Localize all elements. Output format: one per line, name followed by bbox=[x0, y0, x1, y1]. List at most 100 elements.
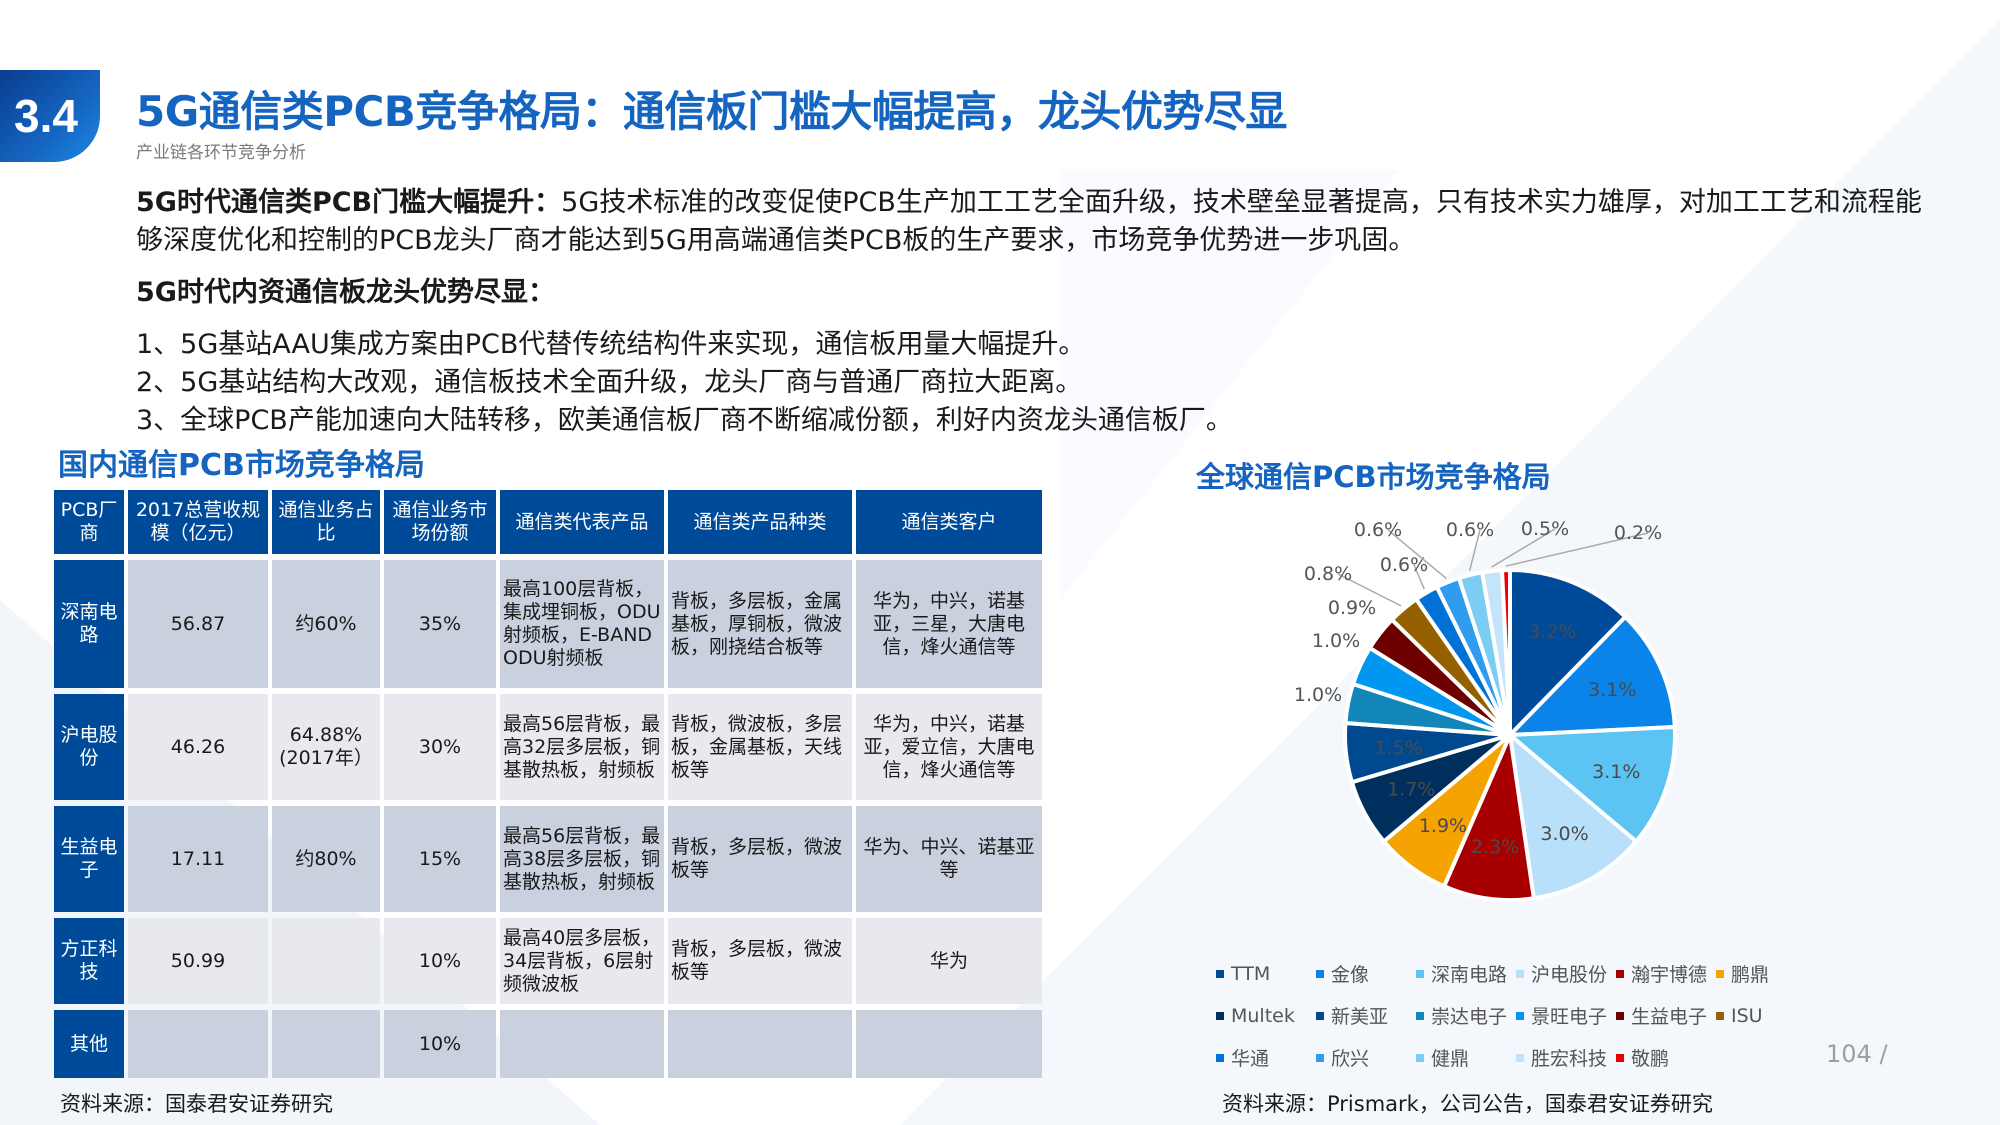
revenue-cell bbox=[128, 1010, 268, 1078]
products-cell: 最高56层背板，最高32层多层板，铜基散热板，射频板 bbox=[500, 694, 664, 800]
revenue-cell: 46.26 bbox=[128, 694, 268, 800]
products-cell: 最高56层背板，最高38层多层板，铜基散热板，射频板 bbox=[500, 806, 664, 912]
legend-item: 瀚宇博德 bbox=[1616, 962, 1716, 986]
legend-swatch-icon bbox=[1316, 969, 1324, 978]
telecom-ratio-cell: 约60% bbox=[272, 560, 380, 688]
pcb-competition-table: PCB厂商 2017总营收规模（亿元） 通信业务占比 通信业务市场份额 通信类代… bbox=[50, 484, 1046, 1084]
customers-cell: 华为、中兴、诺基亚等 bbox=[856, 806, 1042, 912]
legend-label: 华通 bbox=[1231, 1048, 1270, 1070]
legend-item: 欣兴 bbox=[1316, 1046, 1416, 1070]
revenue-cell: 56.87 bbox=[128, 560, 268, 688]
legend-label: 深南电路 bbox=[1431, 964, 1508, 986]
manufacturer-cell: 沪电股份 bbox=[54, 694, 124, 800]
legend-item: 生益电子 bbox=[1616, 1004, 1716, 1028]
page-title: 5G通信类PCB竞争格局：通信板门槛大幅提高，龙头优势尽显 bbox=[136, 87, 1287, 136]
pie-data-label: 1.9% bbox=[1419, 815, 1467, 837]
paragraph-text: 5G技术标准的改变促使PCB生产加工工艺全面升级，技术壁垒显著提高，只有技术实力… bbox=[136, 187, 1922, 256]
telecom-ratio-cell bbox=[272, 918, 380, 1004]
table-header-row: PCB厂商 2017总营收规模（亿元） 通信业务占比 通信业务市场份额 通信类代… bbox=[54, 490, 1042, 554]
chart-source-note: 资料来源：Prismark，公司公告，国泰君安证券研究 bbox=[1222, 1092, 1713, 1116]
legend-item: 华通 bbox=[1216, 1046, 1316, 1070]
page-subtitle: 产业链各环节竞争分析 bbox=[136, 143, 306, 163]
pie-data-label: 0.2% bbox=[1614, 522, 1662, 544]
section-heading: 5G时代内资通信板龙头优势尽显： bbox=[136, 277, 555, 308]
pie-data-label: 0.9% bbox=[1328, 597, 1376, 619]
pie-data-label: 3.2% bbox=[1528, 621, 1576, 643]
legend-swatch-icon bbox=[1316, 1053, 1324, 1062]
body-text: 5G时代通信类PCB门槛大幅提升：5G技术标准的改变促使PCB生产加工工艺全面升… bbox=[136, 184, 1936, 440]
list-item: 1、5G基站AAU集成方案由PCB代替传统结构件来实现，通信板用量大幅提升。 bbox=[136, 329, 1086, 360]
product-types-cell: 背板，微波板，多层板，金属基板，天线板等 bbox=[668, 694, 852, 800]
legend-label: 胜宏科技 bbox=[1531, 1048, 1608, 1070]
legend-item: TTM bbox=[1216, 962, 1316, 985]
chart-title: 全球通信PCB市场竞争格局 bbox=[1196, 460, 1551, 494]
legend-swatch-icon bbox=[1216, 1053, 1224, 1062]
column-header: 通信类产品种类 bbox=[668, 490, 852, 554]
pie-data-label: 0.6% bbox=[1354, 519, 1402, 541]
pie-data-label: 1.0% bbox=[1312, 630, 1360, 652]
legend-label: 鹏鼎 bbox=[1731, 964, 1770, 986]
manufacturer-cell: 其他 bbox=[54, 1010, 124, 1078]
chart-legend: TTM 金像 深南电路 沪电股份 瀚宇博德 鹏鼎 Multek 新美亚 崇达电子 景旺电子 生益电子… bbox=[1216, 962, 1806, 1070]
column-header: 通信业务占比 bbox=[272, 490, 380, 554]
legend-item: 深南电路 bbox=[1416, 962, 1516, 986]
column-header: 2017总营收规模（亿元） bbox=[128, 490, 268, 554]
legend-label: 景旺电子 bbox=[1531, 1006, 1608, 1028]
legend-label: ISU bbox=[1731, 1004, 1763, 1027]
legend-swatch-icon bbox=[1316, 1011, 1324, 1020]
legend-item: ISU bbox=[1716, 1004, 1806, 1027]
customers-cell: 华为，中兴，诺基亚，三星，大唐电信，烽火通信等 bbox=[856, 560, 1042, 688]
paragraph-heading: 5G时代通信类PCB门槛大幅提升： bbox=[136, 187, 562, 218]
legend-item: 崇达电子 bbox=[1416, 1004, 1516, 1028]
customers-cell: 华为，中兴，诺基亚，爱立信，大唐电信，烽火通信等 bbox=[856, 694, 1042, 800]
pie-data-label: 3.1% bbox=[1588, 679, 1636, 701]
legend-item: 胜宏科技 bbox=[1516, 1046, 1616, 1070]
legend-label: 生益电子 bbox=[1631, 1006, 1708, 1028]
pie-data-label: 3.0% bbox=[1540, 823, 1588, 845]
column-header: 通信类代表产品 bbox=[500, 490, 664, 554]
legend-swatch-icon bbox=[1416, 1011, 1424, 1020]
legend-swatch-icon bbox=[1516, 969, 1524, 978]
telecom-ratio-cell: 约80% bbox=[272, 806, 380, 912]
leader-line bbox=[1505, 532, 1649, 567]
legend-item: 鹏鼎 bbox=[1716, 962, 1806, 986]
column-header: 通信业务市场份额 bbox=[384, 490, 496, 554]
pie-data-label: 1.5% bbox=[1374, 737, 1422, 759]
legend-swatch-icon bbox=[1416, 969, 1424, 978]
list-item: 3、全球PCB产能加速向大陆转移，欧美通信板厂商不断缩减份额，利好内资龙头通信板… bbox=[136, 405, 1233, 436]
table-source-note: 资料来源：国泰君安证券研究 bbox=[60, 1092, 333, 1116]
pie-data-label: 3.1% bbox=[1592, 761, 1640, 783]
customers-cell: 华为 bbox=[856, 918, 1042, 1004]
legend-label: 欣兴 bbox=[1331, 1048, 1370, 1070]
legend-item: Multek bbox=[1216, 1004, 1316, 1027]
legend-item: 健鼎 bbox=[1416, 1046, 1516, 1070]
table-row: 深南电路 56.87 约60% 35% 最高100层背板，集成埋铜板，ODU射频… bbox=[54, 560, 1042, 688]
pie-data-label: 0.8% bbox=[1304, 563, 1352, 585]
legend-label: 金像 bbox=[1331, 964, 1370, 986]
legend-swatch-icon bbox=[1616, 969, 1624, 978]
paragraph-threshold: 5G时代通信类PCB门槛大幅提升：5G技术标准的改变促使PCB生产加工工艺全面升… bbox=[136, 184, 1936, 260]
leader-line bbox=[1387, 529, 1447, 580]
legend-item: 金像 bbox=[1316, 962, 1416, 986]
market-share-cell: 35% bbox=[384, 560, 496, 688]
pie-slice-2 bbox=[1504, 724, 1677, 845]
legend-label: 沪电股份 bbox=[1531, 964, 1608, 986]
manufacturer-cell: 深南电路 bbox=[54, 560, 124, 688]
pie-slice-16 bbox=[1499, 567, 1512, 736]
pie-slice-1 bbox=[1505, 614, 1677, 738]
market-share-cell: 10% bbox=[384, 1010, 496, 1078]
market-share-cell: 15% bbox=[384, 806, 496, 912]
leader-line bbox=[1413, 564, 1426, 590]
leader-line bbox=[1337, 573, 1402, 607]
legend-label: Multek bbox=[1231, 1004, 1295, 1027]
pie-slice-0 bbox=[1508, 567, 1629, 740]
telecom-ratio-cell bbox=[272, 1010, 380, 1078]
legend-label: 瀚宇博德 bbox=[1631, 964, 1708, 986]
products-cell bbox=[500, 1010, 664, 1078]
legend-label: 崇达电子 bbox=[1431, 1006, 1508, 1028]
product-types-cell: 背板，多层板，金属基板，厚铜板，微波板，刚挠结合板等 bbox=[668, 560, 852, 688]
revenue-cell: 50.99 bbox=[128, 918, 268, 1004]
column-header: 通信类客户 bbox=[856, 490, 1042, 554]
section-number-badge: 3.4 bbox=[0, 70, 100, 162]
page-number: 104 / bbox=[1826, 1040, 1888, 1068]
